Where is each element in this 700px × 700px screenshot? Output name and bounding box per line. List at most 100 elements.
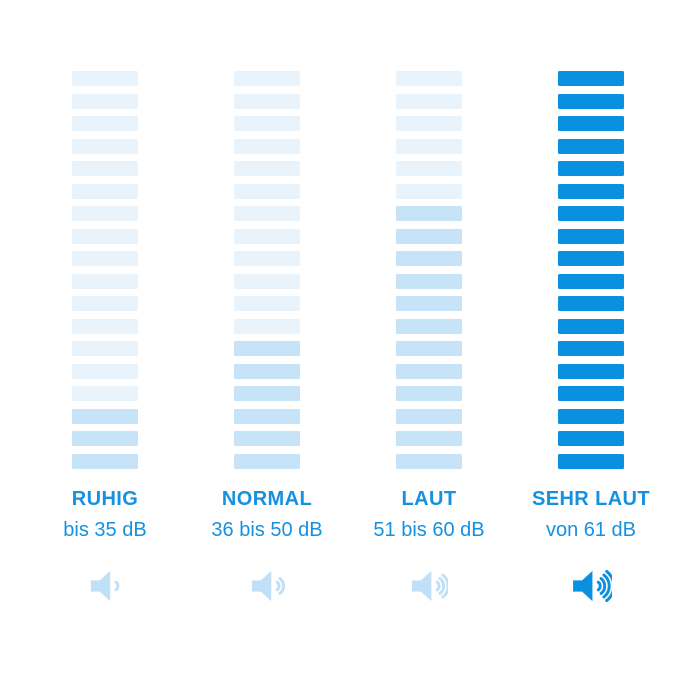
level-bars	[558, 71, 624, 469]
bar-segment	[558, 183, 624, 199]
speaker-body	[412, 570, 432, 601]
bar-segment	[72, 206, 138, 221]
category-label: NORMAL	[221, 487, 313, 510]
bar-segment	[396, 431, 462, 446]
bar-segment	[234, 273, 300, 289]
loudness-column: RUHIG bis 35 dB	[24, 71, 186, 603]
bar-segment	[396, 138, 462, 154]
bar-segment	[558, 453, 624, 469]
bar-segment	[558, 431, 624, 446]
bar-segment	[396, 341, 462, 356]
bar-segment	[72, 318, 138, 334]
speaker-body	[251, 570, 271, 601]
sound-wave-arc	[277, 576, 285, 595]
bar-segment	[396, 296, 462, 311]
bar-segment	[396, 453, 462, 469]
sound-wave-arc	[114, 580, 120, 591]
db-range-label: 36 bis 50 dB	[211, 518, 323, 541]
bar-segment	[234, 228, 300, 244]
sound-wave-arc	[596, 580, 602, 591]
speaker-body	[572, 570, 592, 601]
bar-segment	[558, 273, 624, 289]
bar-segment	[234, 341, 300, 356]
bar-segment	[234, 453, 300, 469]
bar-segment	[558, 138, 624, 154]
bar-segment	[396, 363, 462, 379]
loudness-column: LAUT 51 bis 60 dB	[348, 71, 510, 603]
sound-wave-arc	[601, 573, 611, 598]
loudness-column: SEHR LAUT von 61 dB	[510, 71, 672, 603]
bar-segment	[558, 318, 624, 334]
bar-segment	[396, 71, 462, 86]
bar-segment	[72, 116, 138, 131]
db-range-label: von 61 dB	[545, 518, 637, 541]
bar-segment	[234, 161, 300, 176]
bar-segment	[234, 116, 300, 131]
bar-segment	[72, 71, 138, 86]
bar-segment	[72, 183, 138, 199]
category-label: SEHR LAUT	[531, 487, 651, 510]
bar-segment	[72, 386, 138, 401]
bar-segment	[234, 93, 300, 109]
bar-segment	[558, 93, 624, 109]
bar-segment	[234, 318, 300, 334]
sound-wave-arc	[275, 580, 280, 591]
sound-wave-arc	[435, 580, 441, 591]
bar-segment	[396, 408, 462, 424]
bar-segment	[558, 386, 624, 401]
bar-segment	[234, 183, 300, 199]
speaker-icon	[412, 570, 448, 601]
bar-segment	[234, 363, 300, 379]
columns-row: RUHIG bis 35 dB NORMAL 36 bis 50 dB LAUT…	[24, 71, 672, 603]
sound-wave-arc	[604, 569, 612, 602]
bar-segment	[396, 161, 462, 176]
sound-wave-arc	[599, 576, 606, 595]
bar-segment	[396, 251, 462, 266]
bar-segment	[234, 431, 300, 446]
bar-segment	[396, 273, 462, 289]
level-bars	[396, 71, 462, 469]
bar-segment	[72, 363, 138, 379]
db-range-label: 51 bis 60 dB	[373, 518, 485, 541]
bar-segment	[396, 318, 462, 334]
bar-segment	[558, 251, 624, 266]
bar-segment	[558, 363, 624, 379]
bar-segment	[558, 341, 624, 356]
bar-segment	[558, 116, 624, 131]
speaker-body	[90, 570, 111, 601]
loudness-column: NORMAL 36 bis 50 dB	[186, 71, 348, 603]
bar-segment	[234, 408, 300, 424]
bar-segment	[558, 228, 624, 244]
bar-segment	[72, 341, 138, 356]
bar-segment	[396, 228, 462, 244]
bar-segment	[72, 93, 138, 109]
bar-segment	[72, 431, 138, 446]
speaker-icon	[90, 570, 120, 601]
bar-segment	[396, 386, 462, 401]
level-bars	[234, 71, 300, 469]
bar-segment	[72, 408, 138, 424]
bar-segment	[396, 206, 462, 221]
db-range-label: bis 35 dB	[63, 518, 147, 541]
category-label: RUHIG	[71, 487, 139, 510]
bar-segment	[558, 296, 624, 311]
bar-segment	[396, 183, 462, 199]
bar-segment	[72, 138, 138, 154]
speaker-icon	[251, 570, 285, 601]
bar-segment	[558, 408, 624, 424]
bar-segment	[234, 206, 300, 221]
bar-segment	[558, 161, 624, 176]
bar-segment	[234, 296, 300, 311]
speaker-icon	[572, 569, 612, 602]
bar-segment	[558, 71, 624, 86]
bar-segment	[234, 251, 300, 266]
level-bars	[72, 71, 138, 469]
bar-segment	[558, 206, 624, 221]
bar-segment	[396, 93, 462, 109]
bar-segment	[72, 273, 138, 289]
category-label: LAUT	[401, 487, 457, 510]
sound-wave-arc	[438, 576, 446, 595]
bar-segment	[72, 251, 138, 266]
bar-segment	[234, 71, 300, 86]
